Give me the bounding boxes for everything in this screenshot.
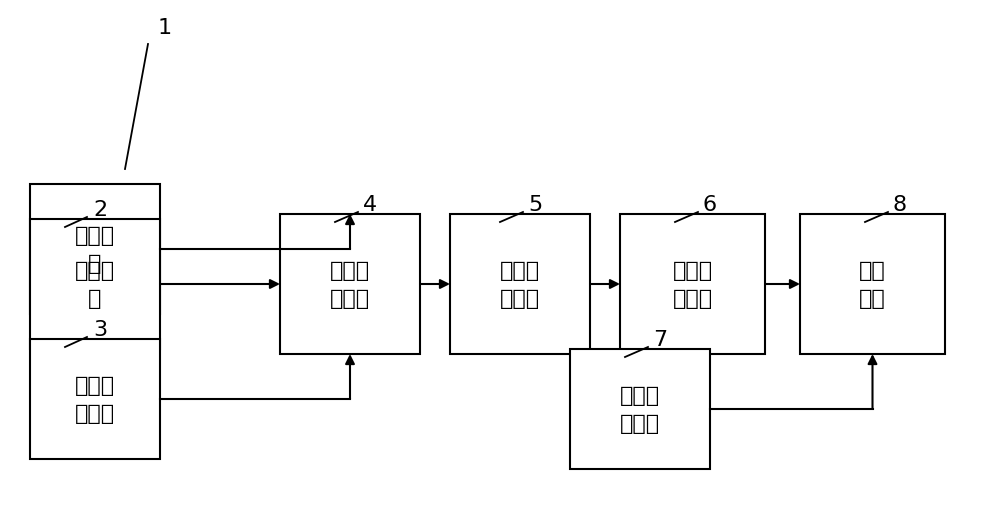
Bar bbox=[30, 340, 160, 459]
Bar bbox=[570, 349, 710, 469]
Text: 数据采
集模块: 数据采 集模块 bbox=[500, 261, 540, 308]
Text: 2: 2 bbox=[93, 200, 107, 219]
Text: 8: 8 bbox=[893, 194, 907, 215]
Text: 5: 5 bbox=[528, 194, 542, 215]
Bar bbox=[620, 215, 765, 354]
Text: 6: 6 bbox=[703, 194, 717, 215]
Bar bbox=[280, 215, 420, 354]
Bar bbox=[450, 215, 590, 354]
Text: 袖带控
制模块: 袖带控 制模块 bbox=[75, 375, 115, 423]
Text: 4: 4 bbox=[363, 194, 377, 215]
Text: 信号测
量模块: 信号测 量模块 bbox=[330, 261, 370, 308]
Text: 3: 3 bbox=[93, 319, 107, 340]
Text: 预测
模块: 预测 模块 bbox=[859, 261, 886, 308]
Text: 7: 7 bbox=[653, 329, 667, 349]
Bar bbox=[30, 219, 160, 349]
Text: 血栓检
测模块: 血栓检 测模块 bbox=[620, 385, 660, 433]
Bar bbox=[30, 185, 160, 315]
Text: 测量电
极: 测量电 极 bbox=[75, 261, 115, 308]
Bar bbox=[800, 215, 945, 354]
Text: 激励电
极: 激励电 极 bbox=[75, 225, 115, 273]
Text: 1: 1 bbox=[158, 18, 172, 38]
Text: 特征提
取模块: 特征提 取模块 bbox=[672, 261, 713, 308]
